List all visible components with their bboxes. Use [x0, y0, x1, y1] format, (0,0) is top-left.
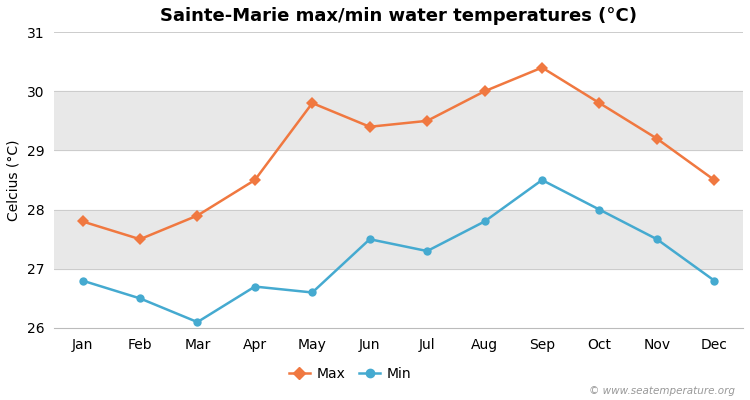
Bar [54, 91, 743, 150]
Y-axis label: Celcius (°C): Celcius (°C) [7, 139, 21, 221]
Text: © www.seatemperature.org: © www.seatemperature.org [589, 386, 735, 396]
Bar [54, 210, 743, 269]
Title: Sainte-Marie max/min water temperatures (°C): Sainte-Marie max/min water temperatures … [160, 7, 637, 25]
Legend: Max, Min: Max, Min [284, 361, 417, 386]
